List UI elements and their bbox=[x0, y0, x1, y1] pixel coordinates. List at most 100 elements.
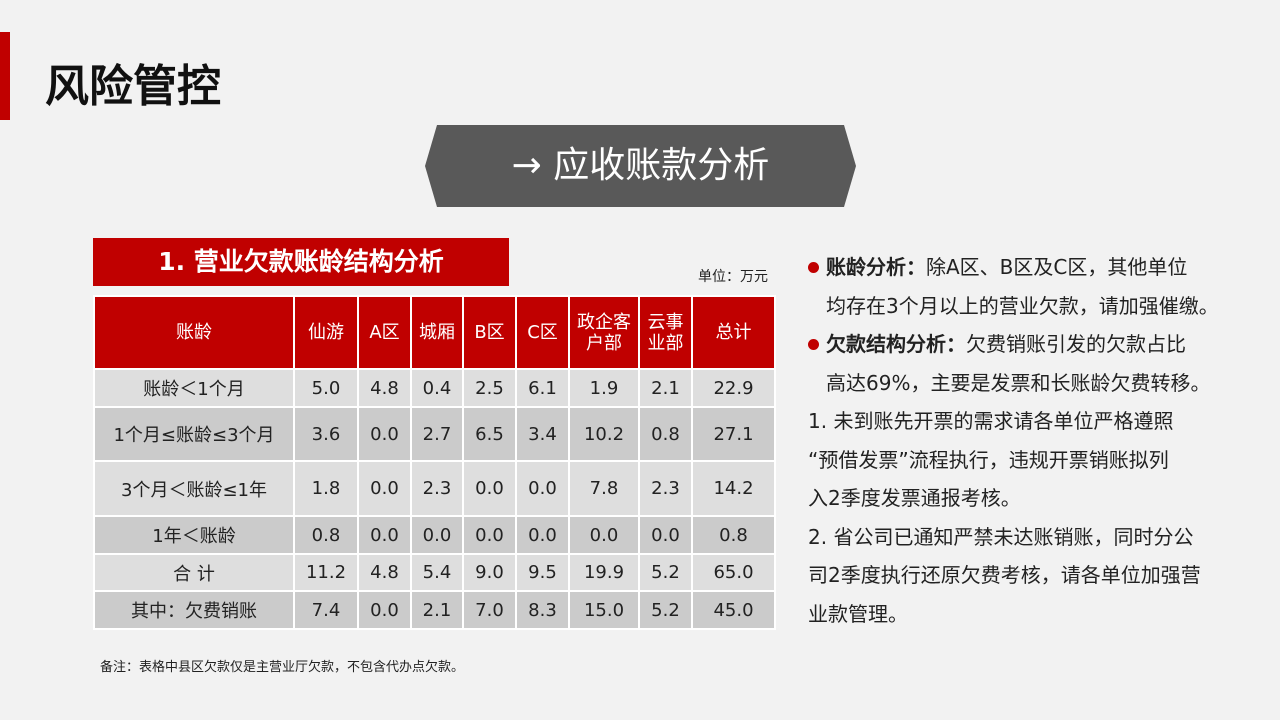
text: 2. 省公司已通知严禁未达账销账，同时分公 bbox=[808, 524, 1194, 549]
table-row: 合 计 11.2 4.8 5.4 9.0 9.5 19.9 5.2 65.0 bbox=[93, 553, 776, 592]
banner-text: → 应收账款分析 bbox=[425, 125, 856, 207]
text-line: 司2季度执行还原欠费考核，请各单位加强营 bbox=[808, 556, 1248, 595]
column-header: 仙游 bbox=[293, 295, 359, 370]
cell-value: 8.3 bbox=[515, 590, 570, 630]
cell-value: 5.0 bbox=[293, 368, 359, 408]
cell-value: 65.0 bbox=[691, 553, 776, 592]
row-label: 合 计 bbox=[93, 553, 295, 592]
text-line: 2. 省公司已通知严禁未达账销账，同时分公 bbox=[808, 518, 1248, 557]
cell-value: 2.7 bbox=[410, 406, 464, 462]
cell-value: 15.0 bbox=[568, 590, 640, 630]
cell-value: 5.2 bbox=[638, 553, 693, 592]
data-table: 账龄 仙游 A区 城厢 B区 C区 政企客户部 云事业部 总计 账龄＜1个月 5.0 4.8 0.4 2… bbox=[93, 295, 776, 630]
page-title: 风险管控 bbox=[45, 61, 221, 112]
text-line: 欠款结构分析：欠费销账引发的欠款占比 bbox=[808, 325, 1248, 364]
header-row: 账龄 仙游 A区 城厢 B区 C区 政企客户部 云事业部 总计 bbox=[93, 295, 776, 370]
cell-value: 0.0 bbox=[357, 460, 412, 517]
column-header: 账龄 bbox=[93, 295, 295, 370]
cell-value: 0.8 bbox=[691, 515, 776, 555]
row-label: 其中：欠费销账 bbox=[93, 590, 295, 630]
bullet-label: 账龄分析： bbox=[826, 255, 926, 279]
table-row: 1个月≤账龄≤3个月 3.6 0.0 2.7 6.5 3.4 10.2 0.8 27.1 bbox=[93, 406, 776, 462]
cell-value: 0.4 bbox=[410, 368, 464, 408]
cell-value: 5.2 bbox=[638, 590, 693, 630]
cell-value: 0.0 bbox=[357, 515, 412, 555]
cell-value: 0.0 bbox=[515, 515, 570, 555]
bullet-label: 欠款结构分析： bbox=[826, 332, 966, 356]
column-header: 云事业部 bbox=[638, 295, 693, 370]
table-row: 3个月＜账龄≤1年 1.8 0.0 2.3 0.0 0.0 7.8 2.3 14.2 bbox=[93, 460, 776, 517]
text: 欠费销账引发的欠款占比 bbox=[966, 332, 1186, 356]
cell-value: 1.9 bbox=[568, 368, 640, 408]
column-header: 总计 bbox=[691, 295, 776, 370]
cell-value: 6.5 bbox=[462, 406, 517, 462]
cell-value: 0.0 bbox=[638, 515, 693, 555]
cell-value: 0.0 bbox=[462, 515, 517, 555]
cell-value: 1.8 bbox=[293, 460, 359, 517]
column-header: A区 bbox=[357, 295, 412, 370]
cell-value: 9.5 bbox=[515, 553, 570, 592]
cell-value: 0.0 bbox=[410, 515, 464, 555]
row-label: 账龄＜1个月 bbox=[93, 368, 295, 408]
cell-value: 11.2 bbox=[293, 553, 359, 592]
text-line: “预借发票”流程执行，违规开票销账拟列 bbox=[808, 441, 1248, 480]
unit: 单位：万元 bbox=[698, 269, 768, 285]
cell-value: 5.4 bbox=[410, 553, 464, 592]
cell-value: 2.3 bbox=[638, 460, 693, 517]
banner-arrow: → bbox=[511, 145, 542, 186]
cell-value: 0.0 bbox=[462, 460, 517, 517]
cell-value: 0.0 bbox=[357, 590, 412, 630]
cell-value: 0.8 bbox=[638, 406, 693, 462]
table-row: 其中：欠费销账 7.4 0.0 2.1 7.0 8.3 15.0 5.2 45.0 bbox=[93, 590, 776, 630]
banner bbox=[425, 125, 856, 207]
cell-value: 7.8 bbox=[568, 460, 640, 517]
cell-value: 4.8 bbox=[357, 368, 412, 408]
cell-value: 9.0 bbox=[462, 553, 517, 592]
cell-value: 0.8 bbox=[293, 515, 359, 555]
text: 均存在3个月以上的营业欠款，请加强催缴。 bbox=[826, 293, 1219, 318]
text-line: 均存在3个月以上的营业欠款，请加强催缴。 bbox=[808, 287, 1248, 326]
bullet bbox=[808, 339, 819, 350]
table-row: 1年＜账龄 0.8 0.0 0.0 0.0 0.0 0.0 0.0 0.8 bbox=[93, 515, 776, 555]
column-header: 城厢 bbox=[410, 295, 464, 370]
accent-bar bbox=[0, 32, 10, 120]
text: 司2季度执行还原欠费考核，请各单位加强营 bbox=[808, 563, 1201, 587]
table-row: 账龄＜1个月 5.0 4.8 0.4 2.5 6.1 1.9 2.1 22.9 bbox=[93, 368, 776, 408]
cell-value: 3.4 bbox=[515, 406, 570, 462]
text: 除A区、B区及C区，其他单位 bbox=[926, 255, 1188, 279]
column-header: 政企客户部 bbox=[568, 295, 640, 370]
bullet bbox=[808, 262, 819, 273]
text-line: 入2季度发票通报考核。 bbox=[808, 479, 1248, 518]
row-label: 1年＜账龄 bbox=[93, 515, 295, 555]
cell-value: 0.0 bbox=[515, 460, 570, 517]
column-header: C区 bbox=[515, 295, 570, 370]
cell-value: 45.0 bbox=[691, 590, 776, 630]
text: 业款管理。 bbox=[808, 601, 908, 626]
text-line: 账龄分析：除A区、B区及C区，其他单位 bbox=[808, 248, 1248, 287]
cell-value: 4.8 bbox=[357, 553, 412, 592]
cell-value: 2.1 bbox=[410, 590, 464, 630]
cell-value: 10.2 bbox=[568, 406, 640, 462]
text-line: 业款管理。 bbox=[808, 595, 1248, 634]
banner-title: 应收账款分析 bbox=[553, 145, 770, 186]
cell-value: 7.0 bbox=[462, 590, 517, 630]
row-label: 3个月＜账龄≤1年 bbox=[93, 460, 295, 517]
cell-value: 3.6 bbox=[293, 406, 359, 462]
row-label: 1个月≤账龄≤3个月 bbox=[93, 406, 295, 462]
cell-value: 6.1 bbox=[515, 368, 570, 408]
cell-value: 14.2 bbox=[691, 460, 776, 517]
text: “预借发票”流程执行，违规开票销账拟列 bbox=[808, 447, 1169, 472]
text: 入2季度发票通报考核。 bbox=[808, 486, 1021, 510]
cell-value: 2.3 bbox=[410, 460, 464, 517]
cell-value: 19.9 bbox=[568, 553, 640, 592]
column-header: B区 bbox=[462, 295, 517, 370]
cell-value: 0.0 bbox=[568, 515, 640, 555]
cell-value: 22.9 bbox=[691, 368, 776, 408]
cell-value: 7.4 bbox=[293, 590, 359, 630]
text-line: 高达69%，主要是发票和长账龄欠费转移。 bbox=[808, 364, 1248, 403]
table-title: 1. 营业欠款账龄结构分析 bbox=[93, 238, 509, 286]
text: 1. 未到账先开票的需求请各单位严格遵照 bbox=[808, 409, 1174, 433]
note: 备注：表格中县区欠款仅是主营业厅欠款，不包含代办点欠款。 bbox=[100, 660, 465, 675]
cell-value: 2.5 bbox=[462, 368, 517, 408]
